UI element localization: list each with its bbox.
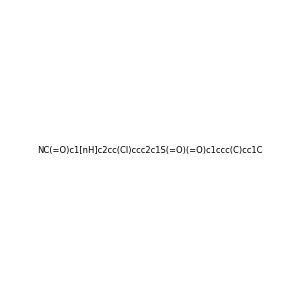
Text: NC(=O)c1[nH]c2cc(Cl)ccc2c1S(=O)(=O)c1ccc(C)cc1C: NC(=O)c1[nH]c2cc(Cl)ccc2c1S(=O)(=O)c1ccc… <box>37 146 263 154</box>
